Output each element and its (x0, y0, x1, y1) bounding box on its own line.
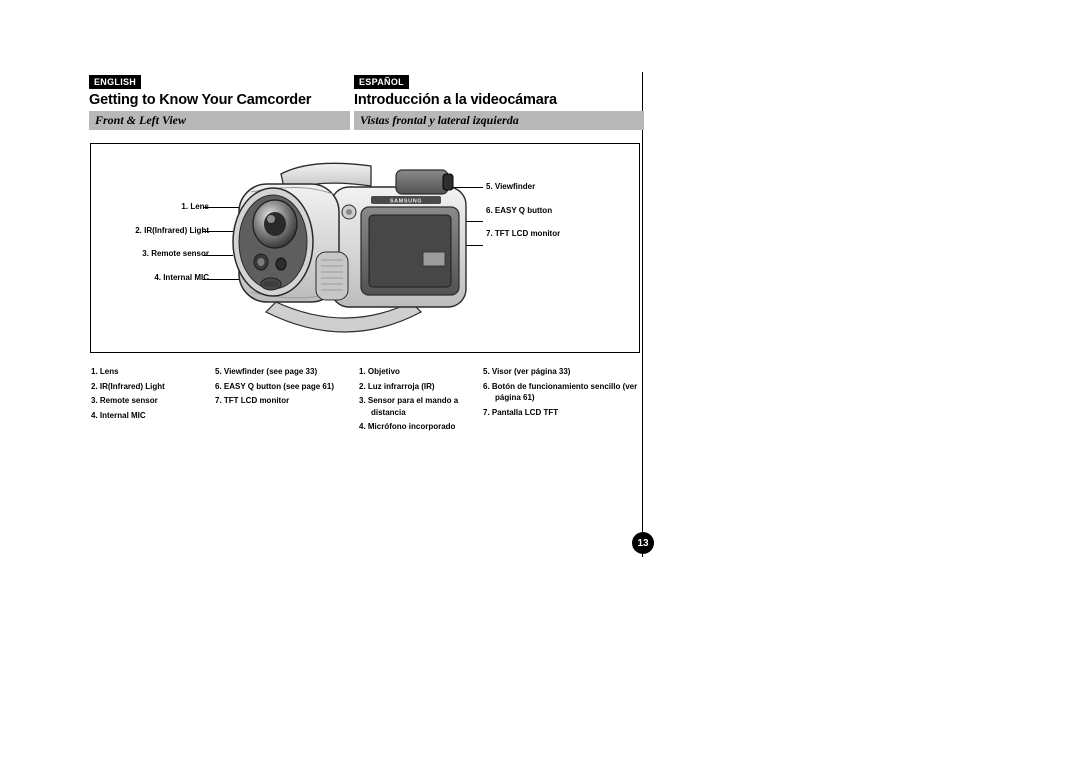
page-number-badge: 13 (632, 532, 654, 554)
callouts-right: 5. Viewfinder 6. EASY Q button 7. TFT LC… (486, 182, 631, 253)
column-english: ENGLISH Getting to Know Your Camcorder F… (89, 72, 350, 130)
legend-item: 1. Lens (91, 366, 201, 378)
legend-item: 6. EASY Q button (see page 61) (215, 381, 349, 393)
legend-item: 5. Viewfinder (see page 33) (215, 366, 349, 378)
legend-item: 3. Remote sensor (91, 395, 201, 407)
legend-item: 4. Micrófono incorporado (359, 421, 469, 433)
lang-badge-es: ESPAÑOL (354, 75, 409, 89)
legend-spanish: 1. Objetivo 2. Luz infrarroja (IR) 3. Se… (359, 366, 639, 436)
section-title-en: Getting to Know Your Camcorder (89, 88, 350, 111)
callout-3: 3. Remote sensor (99, 249, 209, 259)
column-spanish: ESPAÑOL Introducción a la videocámara Vi… (354, 72, 644, 130)
callout-6: 6. EASY Q button (486, 206, 631, 216)
legend-english: 1. Lens 2. IR(Infrared) Light 3. Remote … (91, 366, 349, 424)
diagram-box: 1. Lens 2. IR(Infrared) Light 3. Remote … (90, 143, 640, 353)
lang-badge-en: ENGLISH (89, 75, 141, 89)
callout-7: 7. TFT LCD monitor (486, 229, 631, 239)
legend-item: 7. Pantalla LCD TFT (483, 407, 639, 419)
callout-5: 5. Viewfinder (486, 182, 631, 192)
legend-item: 6. Botón de funcionamiento sencillo (ver… (483, 381, 639, 404)
callout-4: 4. Internal MIC (99, 273, 209, 283)
legend-item: 3. Sensor para el mando a distancia (359, 395, 469, 418)
legend-item: 5. Visor (ver página 33) (483, 366, 639, 378)
section-title-es: Introducción a la videocámara (354, 88, 644, 111)
svg-text:SAMSUNG: SAMSUNG (390, 199, 422, 205)
legend-item: 7. TFT LCD monitor (215, 395, 349, 407)
legend-item: 2. IR(Infrared) Light (91, 381, 201, 393)
legend-item: 4. Internal MIC (91, 410, 201, 422)
legend-item: 1. Objetivo (359, 366, 469, 378)
camcorder-illustration: SAMSUNG (211, 152, 481, 347)
subtitle-en: Front & Left View (89, 111, 350, 130)
callouts-left: 1. Lens 2. IR(Infrared) Light 3. Remote … (99, 202, 209, 296)
callout-2: 2. IR(Infrared) Light (99, 226, 209, 236)
manual-page: ENGLISH Getting to Know Your Camcorder F… (89, 72, 643, 557)
legend-item: 2. Luz infrarroja (IR) (359, 381, 469, 393)
subtitle-es: Vistas frontal y lateral izquierda (354, 111, 644, 130)
callout-1: 1. Lens (99, 202, 209, 212)
